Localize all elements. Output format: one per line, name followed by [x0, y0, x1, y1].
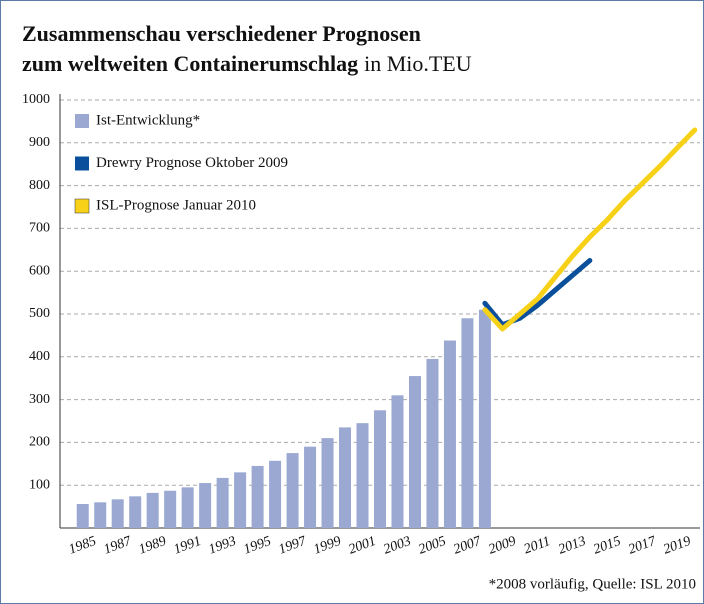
y-tick-label: 800	[29, 178, 50, 193]
legend-swatch	[75, 114, 89, 128]
bar	[94, 502, 107, 528]
y-tick-label: 600	[29, 263, 50, 278]
bar	[234, 472, 247, 528]
title-part: zum weltweiten Containerumschlag	[22, 51, 358, 76]
y-tick-label: 400	[29, 349, 50, 364]
bar	[269, 460, 282, 528]
bar	[443, 340, 456, 528]
bar	[164, 490, 177, 528]
bar	[339, 427, 352, 528]
bar	[321, 438, 334, 528]
bar	[76, 504, 89, 528]
y-tick-label: 500	[29, 306, 50, 321]
bar	[181, 487, 194, 528]
line	[482, 258, 593, 328]
y-tick-label: 200	[29, 435, 50, 450]
line	[482, 127, 698, 332]
legend-label: Ist-Entwicklung*	[96, 112, 200, 128]
bar	[478, 309, 491, 528]
footnote: *2008 vorläufig, Quelle: ISL 2010	[489, 576, 696, 592]
bar	[286, 453, 299, 528]
y-tick-label: 300	[29, 392, 50, 407]
unit: in Mio.TEU	[364, 51, 472, 76]
y-tick-label: 100	[29, 477, 50, 492]
y-tick-label: 1000	[22, 92, 50, 107]
bar	[199, 483, 212, 528]
legend-swatch	[75, 156, 89, 171]
legend-label: Drewry Prognose Oktober 2009	[96, 155, 288, 171]
bar	[304, 446, 317, 528]
bar	[408, 376, 421, 528]
bar	[374, 410, 386, 528]
bar	[461, 318, 474, 528]
chart-title: Zusammenschau verschiedener Prognosen	[22, 21, 421, 46]
legend-label: ISL-Prognose Januar 2010	[96, 197, 256, 213]
bar	[391, 395, 404, 528]
bar	[129, 496, 142, 528]
y-tick-label: 700	[29, 221, 50, 236]
bar	[356, 423, 369, 528]
bar	[426, 358, 439, 528]
legend-swatch	[74, 198, 90, 214]
bar	[111, 499, 124, 528]
y-tick-label: 900	[29, 135, 50, 150]
bar	[146, 492, 159, 528]
chart-title: zum weltweiten Containerumschlag in Mio.T…	[22, 51, 472, 76]
bar	[216, 477, 229, 528]
bar	[251, 465, 264, 528]
